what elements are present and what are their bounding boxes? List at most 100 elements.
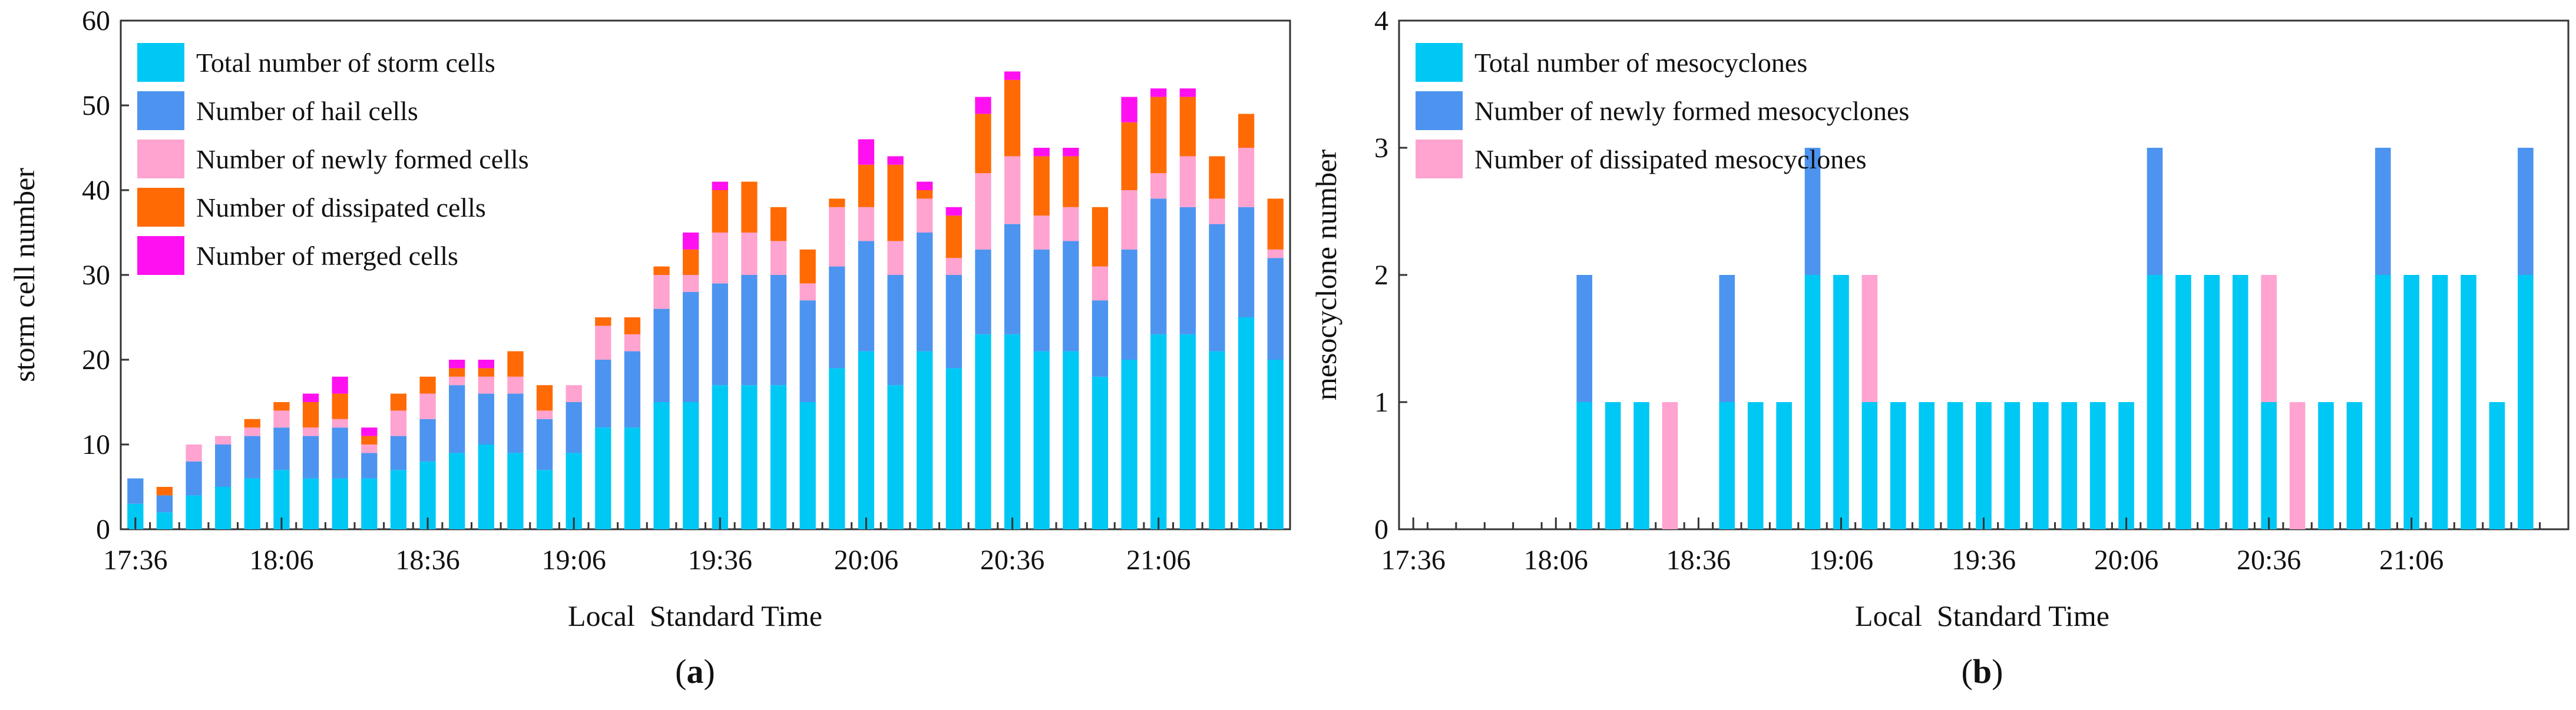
a-bar-new-15 [566, 385, 582, 402]
a-bar-hail-9 [390, 436, 407, 470]
b-y-tick-label: 1 [1374, 387, 1388, 418]
a-bar-total-39 [1267, 360, 1284, 529]
a-bar-total-37 [1209, 351, 1225, 529]
a-bar-dissipated-23 [799, 249, 816, 284]
panel-b-x-axis: 17:36 18:06 18:36 19:06 19:36 20:06 20:36 21:06 [1381, 517, 2570, 576]
a-bar-merged-35 [1150, 88, 1167, 97]
panel-a-legend: Total number of storm cells Number of hai… [137, 43, 529, 275]
a-bar-new-25 [858, 207, 875, 241]
a-bar-new-11 [449, 376, 465, 386]
b-x-tick-label: 18:36 [1666, 545, 1731, 576]
a-bar-merged-6 [302, 393, 319, 402]
a-y-tick-label: 0 [96, 514, 110, 545]
a-x-tick-label: 18:36 [395, 545, 459, 576]
a-bar-new-8 [361, 444, 378, 453]
a-bar-hail-12 [478, 393, 494, 444]
a-bar-hail-24 [829, 266, 845, 369]
b-bar-meso_total-25 [2118, 402, 2134, 529]
panel-a-x-axis-label: Local Standard Time [568, 599, 822, 632]
b-bar-meso_new-6 [1576, 275, 1593, 402]
a-bar-dissipated-9 [390, 393, 407, 411]
a-bar-total-20 [712, 385, 728, 529]
a-bar-dissipated-20 [712, 190, 728, 233]
a-bar-merged-7 [332, 376, 348, 394]
b-bar-meso_total-6 [1576, 402, 1593, 529]
a-bar-new-22 [770, 241, 787, 275]
panel-b-legend: Total number of mesocyclones Number of ne… [1416, 43, 1909, 178]
a-bar-dissipated-21 [741, 181, 758, 233]
a-bar-new-30 [1004, 156, 1021, 224]
b-bar-meso_total-22 [2033, 402, 2049, 529]
b-bar-meso_total-30 [2261, 402, 2277, 529]
b-y-tick-label: 3 [1374, 132, 1388, 164]
a-bar-hail-28 [945, 275, 962, 369]
b-bar-meso_dissipated-31 [2289, 402, 2306, 529]
a-y-tick-label: 10 [82, 429, 110, 460]
a-bar-new-34 [1121, 190, 1137, 250]
a-bar-new-20 [712, 233, 728, 284]
b-bar-meso_total-28 [2204, 275, 2220, 529]
b-x-tick-label: 20:06 [2094, 545, 2158, 576]
a-bar-total-19 [683, 402, 699, 529]
a-bar-new-37 [1209, 198, 1225, 224]
a-bar-dissipated-38 [1238, 114, 1255, 148]
a-legend-label-hail: Number of hail cells [196, 96, 418, 126]
a-bar-dissipated-13 [507, 351, 524, 377]
a-bar-total-3 [215, 487, 232, 529]
b-bar-meso_dissipated-30 [2261, 275, 2277, 402]
a-legend-label-merged: Number of merged cells [196, 241, 458, 271]
a-legend-label-dissipated: Number of dissipated cells [196, 193, 486, 223]
a-bar-total-7 [332, 478, 348, 529]
a-bar-dissipated-27 [917, 190, 933, 199]
a-y-tick-label: 50 [82, 90, 110, 121]
a-x-tick-label: 19:06 [542, 545, 606, 576]
b-x-tick-label: 20:36 [2237, 545, 2301, 576]
a-bar-merged-31 [1033, 148, 1050, 157]
b-x-tick-label: 19:06 [1809, 545, 1873, 576]
b-bar-meso_new-26 [2147, 148, 2163, 275]
a-bar-hail-39 [1267, 258, 1284, 360]
panel-b-caption: (b) [1962, 652, 2003, 691]
a-bar-hail-32 [1063, 241, 1079, 351]
panel-b-mesocyclones: 0 1 2 3 4 17:36 18:06 18:36 19:06 19:36 20:06 20:3… [1310, 5, 2570, 691]
a-bar-total-1 [156, 512, 173, 529]
b-bar-meso_total-21 [2004, 402, 2021, 529]
a-bar-hail-26 [887, 275, 904, 386]
a-bar-new-39 [1267, 249, 1284, 258]
b-bar-meso_total-23 [2061, 402, 2078, 529]
a-x-tick-label: 20:36 [980, 545, 1044, 576]
a-bar-merged-26 [887, 156, 904, 165]
a-bar-dissipated-26 [887, 164, 904, 241]
b-bar-meso_total-16 [1861, 402, 1878, 529]
a-bar-merged-32 [1063, 148, 1079, 157]
a-bar-new-26 [887, 241, 904, 275]
a-bar-new-7 [332, 419, 348, 428]
b-x-tick-label: 21:06 [2379, 545, 2443, 576]
a-bar-dissipated-34 [1121, 122, 1137, 190]
a-bar-hail-3 [215, 444, 232, 487]
a-bar-hail-8 [361, 453, 378, 479]
a-bar-hail-31 [1033, 249, 1050, 351]
a-bar-hail-30 [1004, 224, 1021, 334]
a-bar-dissipated-16 [595, 317, 611, 326]
panel-a-caption: (a) [675, 652, 715, 691]
a-bar-total-14 [536, 470, 553, 529]
a-legend-label-new: Number of newly formed cells [196, 144, 529, 174]
a-bar-hail-16 [595, 360, 611, 428]
a-bar-dissipated-32 [1063, 156, 1079, 207]
panel-b-y-axis: 0 1 2 3 4 [1374, 5, 1407, 545]
a-bar-hail-5 [273, 427, 290, 470]
a-bar-hail-22 [770, 275, 787, 386]
a-bar-new-36 [1179, 156, 1196, 207]
a-bar-total-36 [1179, 334, 1196, 529]
a-bar-merged-34 [1121, 97, 1137, 122]
a-bar-total-21 [741, 385, 758, 529]
a-y-tick-label: 60 [82, 5, 110, 37]
a-bar-total-23 [799, 402, 816, 529]
a-bar-dissipated-28 [945, 215, 962, 258]
a-bar-hail-33 [1092, 300, 1109, 377]
b-bar-meso_total-12 [1747, 402, 1764, 529]
a-bar-total-32 [1063, 351, 1079, 529]
a-x-tick-label: 20:06 [834, 545, 898, 576]
